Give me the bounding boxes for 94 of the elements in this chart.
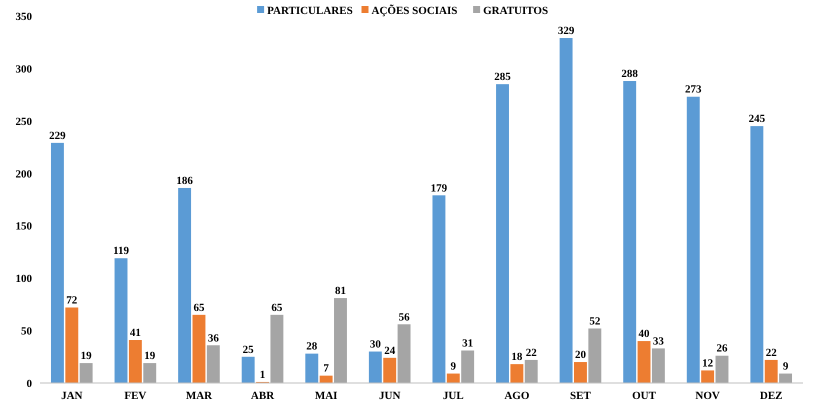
bar xyxy=(510,364,524,383)
bar xyxy=(206,345,220,383)
y-tick-label: 350 xyxy=(16,11,32,23)
bar xyxy=(143,363,156,383)
bar xyxy=(178,188,192,383)
data-label: 179 xyxy=(430,182,448,194)
data-label: 26 xyxy=(716,342,728,355)
data-label: 273 xyxy=(685,84,702,96)
bar xyxy=(128,340,142,383)
data-label: 329 xyxy=(558,25,575,38)
bar xyxy=(383,358,396,383)
data-label: 285 xyxy=(494,71,512,84)
bar xyxy=(398,324,411,383)
data-label: 12 xyxy=(702,357,714,370)
data-label: 22 xyxy=(766,346,778,359)
data-label: 24 xyxy=(384,344,396,357)
bar xyxy=(779,374,792,383)
bar xyxy=(560,38,573,383)
data-label: 33 xyxy=(652,335,664,348)
data-label: 28 xyxy=(306,340,318,353)
bar xyxy=(764,360,778,383)
data-label: 65 xyxy=(193,302,205,314)
y-tick-label: 100 xyxy=(16,273,32,286)
x-tick-label: NOV xyxy=(695,390,720,402)
bar xyxy=(524,360,538,383)
data-label: 19 xyxy=(144,350,156,362)
data-label: 19 xyxy=(80,350,92,362)
data-label: 1 xyxy=(260,368,266,381)
bar xyxy=(461,350,474,383)
data-label: 40 xyxy=(638,328,650,340)
x-tick-label: FEV xyxy=(124,390,146,402)
data-label: 186 xyxy=(176,174,194,187)
x-tick-label: MAR xyxy=(186,390,214,402)
data-label: 119 xyxy=(113,245,130,258)
bar xyxy=(80,363,93,383)
bar xyxy=(192,314,206,383)
data-label: 72 xyxy=(66,294,78,307)
bar xyxy=(334,298,347,383)
legend-label: PARTICULARES xyxy=(267,5,353,17)
y-tick-label: 200 xyxy=(16,168,32,180)
data-label: 25 xyxy=(242,344,254,356)
bar xyxy=(588,328,602,383)
bar xyxy=(446,374,460,383)
data-label: 22 xyxy=(526,346,538,359)
data-label: 9 xyxy=(450,360,457,373)
x-tick-label: MAI xyxy=(314,390,338,402)
data-label: 36 xyxy=(208,332,220,344)
y-tick-label: 0 xyxy=(26,378,32,390)
x-tick-label: ABR xyxy=(250,390,276,402)
bar xyxy=(65,308,78,383)
bar xyxy=(638,341,651,383)
legend-label: GRATUITOS xyxy=(483,5,548,17)
data-label: 31 xyxy=(462,337,474,350)
x-tick-label: SET xyxy=(570,390,592,402)
x-tick-label: JUL xyxy=(442,390,464,402)
x-tick-label: AGO xyxy=(504,390,530,402)
data-label: 229 xyxy=(49,130,66,142)
x-tick-label: OUT xyxy=(632,390,657,402)
data-label: 81 xyxy=(334,285,346,298)
x-tick-label: JAN xyxy=(61,390,83,402)
bar xyxy=(270,314,284,383)
data-label: 56 xyxy=(398,311,410,324)
y-tick-label: 50 xyxy=(21,326,32,338)
x-tick-label: JUN xyxy=(379,390,400,402)
bar xyxy=(305,354,318,383)
bar xyxy=(242,356,255,383)
bar xyxy=(496,84,509,383)
bar xyxy=(320,376,333,383)
data-label: 245 xyxy=(748,113,766,126)
data-label: 30 xyxy=(370,338,382,351)
bar xyxy=(574,362,587,383)
data-label: 7 xyxy=(323,362,330,375)
bar xyxy=(623,81,636,383)
bar xyxy=(368,352,382,383)
bar xyxy=(701,370,714,383)
y-tick-label: 150 xyxy=(16,220,32,233)
data-label: 41 xyxy=(130,327,141,340)
bar xyxy=(50,142,64,383)
bar xyxy=(652,348,665,383)
bar xyxy=(750,126,764,383)
data-label: 9 xyxy=(782,360,789,373)
data-label: 18 xyxy=(511,351,523,364)
bar xyxy=(114,258,128,383)
x-tick-label: DEZ xyxy=(760,390,783,402)
y-tick-label: 250 xyxy=(16,116,32,128)
data-label: 65 xyxy=(271,302,283,314)
legend-label: AÇÕES SOCIAIS xyxy=(372,4,458,17)
y-tick-label: 300 xyxy=(16,63,32,76)
data-label: 20 xyxy=(574,349,586,362)
bar xyxy=(716,356,728,383)
data-label: 288 xyxy=(621,68,638,80)
bar xyxy=(432,195,446,383)
data-label: 52 xyxy=(589,315,601,328)
bar xyxy=(686,96,700,383)
